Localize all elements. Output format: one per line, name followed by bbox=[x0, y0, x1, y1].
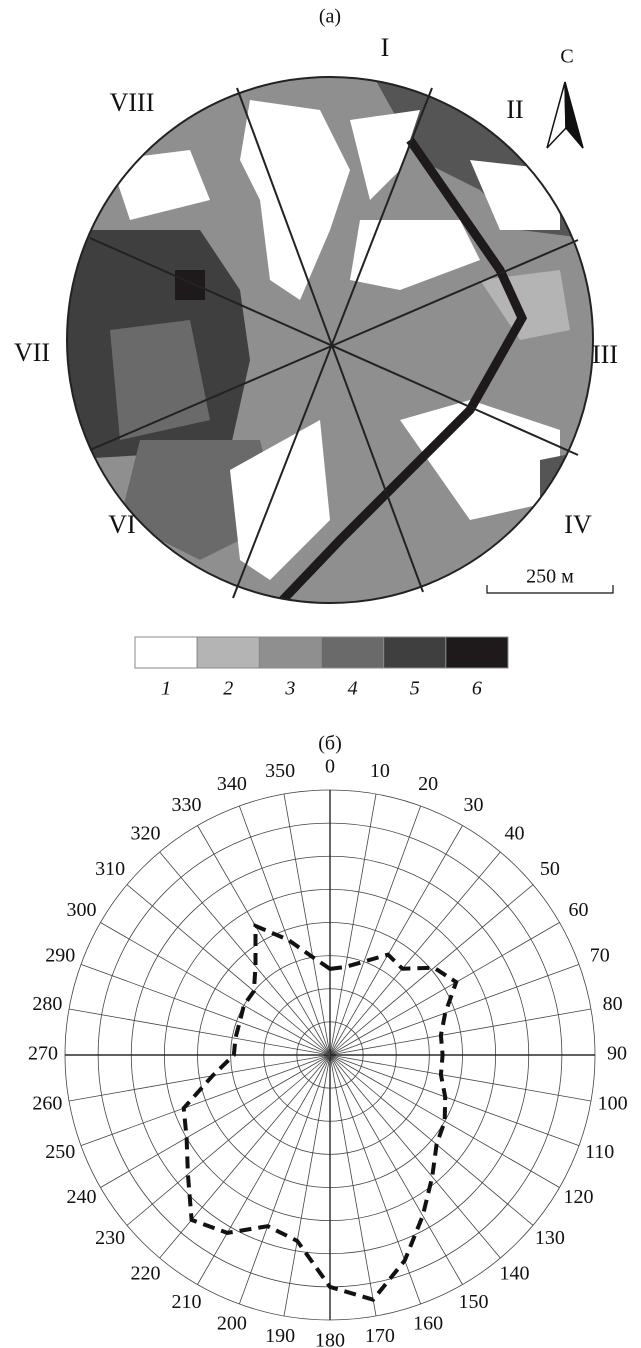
sector-label: III bbox=[592, 340, 618, 369]
angle-label: 200 bbox=[217, 1312, 247, 1334]
angle-label: 140 bbox=[499, 1262, 529, 1284]
angle-label: 250 bbox=[45, 1141, 75, 1163]
legend-swatch bbox=[322, 637, 384, 668]
legend-label: 3 bbox=[284, 678, 295, 700]
angle-label: 70 bbox=[590, 944, 610, 966]
angle-label: 30 bbox=[464, 794, 484, 816]
sector-label: VI bbox=[108, 510, 135, 539]
grid-spoke bbox=[127, 885, 330, 1055]
grid-spoke bbox=[330, 885, 533, 1055]
angle-label: 350 bbox=[265, 760, 295, 782]
grid-spoke bbox=[330, 852, 500, 1055]
figure: (а) I II III IV VI VII VIII С 250 м 1234… bbox=[0, 0, 641, 1348]
angle-label: 320 bbox=[131, 823, 161, 845]
angle-label: 50 bbox=[540, 858, 560, 880]
angle-label: 310 bbox=[95, 858, 125, 880]
grid-spoke bbox=[330, 1055, 533, 1225]
north-arrow bbox=[565, 82, 583, 148]
angle-label: 100 bbox=[598, 1092, 628, 1114]
polar-chart: (б)0 10 20 30 40 50 60 70 80 90 100 110 120 130 140 150… bbox=[28, 733, 628, 1348]
angle-label: 330 bbox=[172, 794, 202, 816]
angle-label: 40 bbox=[504, 823, 524, 845]
panel-label: (б) bbox=[318, 733, 342, 755]
grid-spoke bbox=[81, 964, 330, 1055]
north-label: С bbox=[560, 46, 573, 68]
legend-swatch bbox=[135, 637, 197, 668]
angle-label: 230 bbox=[95, 1227, 125, 1249]
angle-label: 150 bbox=[459, 1291, 489, 1313]
angle-label: 210 bbox=[172, 1291, 202, 1313]
grid-spoke bbox=[160, 1055, 330, 1258]
angle-label: 110 bbox=[585, 1141, 614, 1163]
sector-label: I bbox=[381, 33, 390, 62]
grid-spoke bbox=[239, 1055, 330, 1304]
grid-spoke bbox=[330, 1055, 579, 1146]
north-arrow bbox=[547, 82, 566, 148]
angle-label: 290 bbox=[45, 944, 75, 966]
panel-label: (а) bbox=[319, 6, 341, 28]
legend-label: 6 bbox=[472, 678, 482, 700]
angle-label: 240 bbox=[66, 1186, 96, 1208]
grid-spoke bbox=[330, 964, 579, 1055]
angle-label: 300 bbox=[66, 899, 96, 921]
angle-label: 270 bbox=[28, 1043, 58, 1065]
angle-label: 280 bbox=[32, 993, 62, 1015]
sector-label: IV bbox=[564, 510, 592, 539]
angle-label: 80 bbox=[603, 993, 623, 1015]
angle-label: 160 bbox=[413, 1312, 443, 1334]
legend-swatch bbox=[384, 637, 446, 668]
sector-label: II bbox=[506, 95, 523, 124]
angle-label: 220 bbox=[131, 1262, 161, 1284]
legend-label: 2 bbox=[223, 678, 233, 700]
grid-spoke bbox=[81, 1055, 330, 1146]
grid-spoke bbox=[330, 806, 421, 1055]
legend-label: 1 bbox=[161, 678, 171, 700]
grid-spoke bbox=[127, 1055, 330, 1225]
angle-label: 180 bbox=[315, 1330, 345, 1348]
legend-swatch bbox=[197, 637, 259, 668]
legend-label: 4 bbox=[348, 678, 358, 700]
angle-label: 120 bbox=[564, 1186, 594, 1208]
angle-label: 20 bbox=[418, 773, 438, 795]
angle-label: 170 bbox=[365, 1325, 395, 1347]
grid-spoke bbox=[330, 1055, 500, 1258]
grid-spoke bbox=[330, 1055, 421, 1304]
legend-swatch bbox=[446, 637, 508, 668]
legend-swatch bbox=[259, 637, 321, 668]
legend-label: 5 bbox=[410, 678, 420, 700]
legend: 1 2 3 4 5 6 bbox=[135, 637, 508, 700]
angle-label: 10 bbox=[370, 760, 390, 782]
angle-label: 90 bbox=[607, 1043, 627, 1065]
angle-label: 0 bbox=[325, 756, 335, 778]
angle-label: 130 bbox=[535, 1227, 565, 1249]
angle-label: 190 bbox=[265, 1325, 295, 1347]
sector-label: VII bbox=[14, 338, 50, 367]
angle-label: 60 bbox=[569, 899, 589, 921]
sector-label: VIII bbox=[110, 88, 155, 117]
angle-label: 260 bbox=[32, 1092, 62, 1114]
angle-label: 340 bbox=[217, 773, 247, 795]
grid-spoke bbox=[239, 806, 330, 1055]
scale-label: 250 м bbox=[526, 566, 574, 588]
